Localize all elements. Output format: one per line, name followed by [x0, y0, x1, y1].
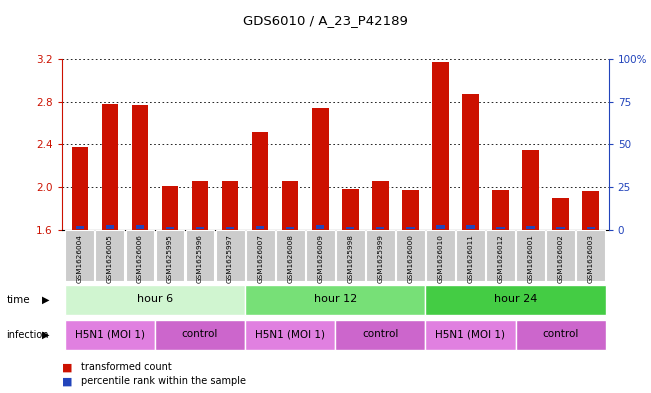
Bar: [76, 226, 84, 229]
Bar: [215, 230, 245, 281]
Bar: [245, 320, 335, 350]
Bar: [576, 230, 605, 281]
Bar: [256, 226, 264, 229]
Text: ■: ■: [62, 362, 72, 373]
Bar: [406, 227, 415, 229]
Bar: [462, 94, 478, 230]
Bar: [126, 230, 154, 281]
Bar: [312, 108, 329, 230]
Text: GDS6010 / A_23_P42189: GDS6010 / A_23_P42189: [243, 14, 408, 27]
Bar: [252, 132, 268, 230]
Text: H5N1 (MOI 1): H5N1 (MOI 1): [255, 329, 326, 340]
Bar: [196, 227, 204, 229]
Bar: [276, 230, 305, 281]
Text: GSM1626008: GSM1626008: [287, 234, 293, 283]
Text: time: time: [7, 295, 30, 305]
Bar: [155, 320, 245, 350]
Bar: [65, 320, 155, 350]
Text: hour 6: hour 6: [137, 294, 173, 304]
Bar: [396, 230, 425, 281]
Bar: [346, 227, 354, 229]
Bar: [96, 230, 124, 281]
Text: GSM1626007: GSM1626007: [257, 234, 263, 283]
Bar: [587, 227, 595, 229]
Bar: [245, 230, 275, 281]
Text: GSM1625999: GSM1625999: [378, 234, 383, 283]
Bar: [466, 225, 475, 229]
Bar: [436, 225, 445, 229]
Text: GSM1626006: GSM1626006: [137, 234, 143, 283]
Text: infection: infection: [7, 330, 49, 340]
Text: ▶: ▶: [42, 295, 50, 305]
Bar: [342, 189, 359, 230]
Text: transformed count: transformed count: [81, 362, 172, 373]
Text: control: control: [182, 329, 218, 340]
Text: control: control: [542, 329, 579, 340]
Bar: [245, 285, 425, 315]
Text: GSM1626001: GSM1626001: [527, 234, 534, 283]
Text: ■: ■: [62, 376, 72, 386]
Bar: [192, 181, 208, 230]
Bar: [66, 230, 94, 281]
Bar: [522, 150, 539, 230]
Text: H5N1 (MOI 1): H5N1 (MOI 1): [75, 329, 145, 340]
Bar: [306, 230, 335, 281]
Bar: [376, 227, 385, 229]
Bar: [486, 230, 515, 281]
Text: GSM1626003: GSM1626003: [588, 234, 594, 283]
Bar: [286, 227, 294, 229]
Text: GSM1626004: GSM1626004: [77, 234, 83, 283]
Text: control: control: [362, 329, 398, 340]
Text: GSM1625998: GSM1625998: [347, 234, 353, 283]
Bar: [65, 285, 245, 315]
Bar: [432, 62, 449, 230]
Text: GSM1626002: GSM1626002: [558, 234, 564, 283]
Bar: [161, 186, 178, 230]
Bar: [222, 181, 238, 230]
Text: hour 24: hour 24: [494, 294, 537, 304]
Bar: [527, 226, 534, 229]
Text: GSM1625995: GSM1625995: [167, 234, 173, 283]
Text: GSM1626000: GSM1626000: [408, 234, 413, 283]
Bar: [492, 190, 509, 230]
Bar: [546, 230, 575, 281]
Bar: [426, 230, 455, 281]
Text: GSM1625997: GSM1625997: [227, 234, 233, 283]
Bar: [336, 230, 365, 281]
Bar: [102, 104, 118, 230]
Bar: [496, 227, 505, 229]
Text: GSM1626010: GSM1626010: [437, 234, 443, 283]
Bar: [557, 227, 564, 229]
Text: GSM1626011: GSM1626011: [467, 234, 473, 283]
Text: hour 12: hour 12: [314, 294, 357, 304]
Text: GSM1626005: GSM1626005: [107, 234, 113, 283]
Bar: [156, 230, 184, 281]
Text: percentile rank within the sample: percentile rank within the sample: [81, 376, 246, 386]
Text: GSM1626009: GSM1626009: [317, 234, 324, 283]
Bar: [516, 320, 605, 350]
Bar: [425, 285, 605, 315]
Bar: [105, 225, 114, 229]
Bar: [372, 181, 389, 230]
Bar: [166, 227, 174, 229]
Bar: [552, 198, 569, 230]
Text: H5N1 (MOI 1): H5N1 (MOI 1): [436, 329, 505, 340]
Bar: [516, 230, 545, 281]
Bar: [583, 191, 599, 230]
Bar: [366, 230, 395, 281]
Bar: [226, 227, 234, 229]
Text: ▶: ▶: [42, 330, 50, 340]
Bar: [402, 190, 419, 230]
Bar: [186, 230, 214, 281]
Bar: [72, 147, 88, 230]
Text: GSM1626012: GSM1626012: [497, 234, 503, 283]
Bar: [425, 320, 516, 350]
Bar: [132, 105, 148, 230]
Bar: [335, 320, 425, 350]
Bar: [456, 230, 485, 281]
Bar: [282, 181, 298, 230]
Text: GSM1625996: GSM1625996: [197, 234, 203, 283]
Bar: [136, 225, 144, 229]
Bar: [316, 225, 324, 229]
